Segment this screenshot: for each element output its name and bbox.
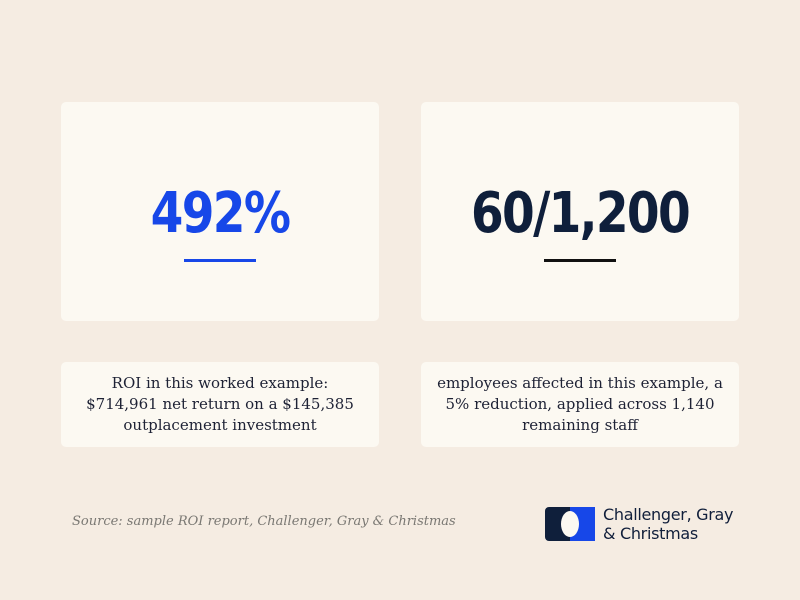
roi-description-card: ROI in this worked example: $714,961 net…	[61, 362, 379, 447]
roi-stat-value: 492%	[150, 181, 291, 246]
employees-stat-value: 60/1,200	[470, 181, 691, 246]
roi-stat-card: 492%	[61, 102, 379, 321]
employees-stat-card: 60/1,200	[421, 102, 739, 321]
source-note: Source: sample ROI report, Challenger, G…	[72, 514, 456, 529]
logo-line-2: & Christmas	[603, 524, 698, 543]
employees-description: employees affected in this example, a 5%…	[437, 374, 723, 434]
challenger-logo-icon	[545, 507, 595, 541]
logo-wordmark: Challenger, Gray & Christmas	[603, 505, 734, 543]
logo-line-1: Challenger, Gray	[603, 505, 734, 524]
roi-description: ROI in this worked example: $714,961 net…	[86, 374, 354, 434]
roi-stat-underline	[184, 259, 256, 262]
employees-description-card: employees affected in this example, a 5%…	[421, 362, 739, 447]
company-logo: Challenger, Gray & Christmas	[545, 505, 734, 543]
employees-stat-underline	[544, 259, 616, 262]
